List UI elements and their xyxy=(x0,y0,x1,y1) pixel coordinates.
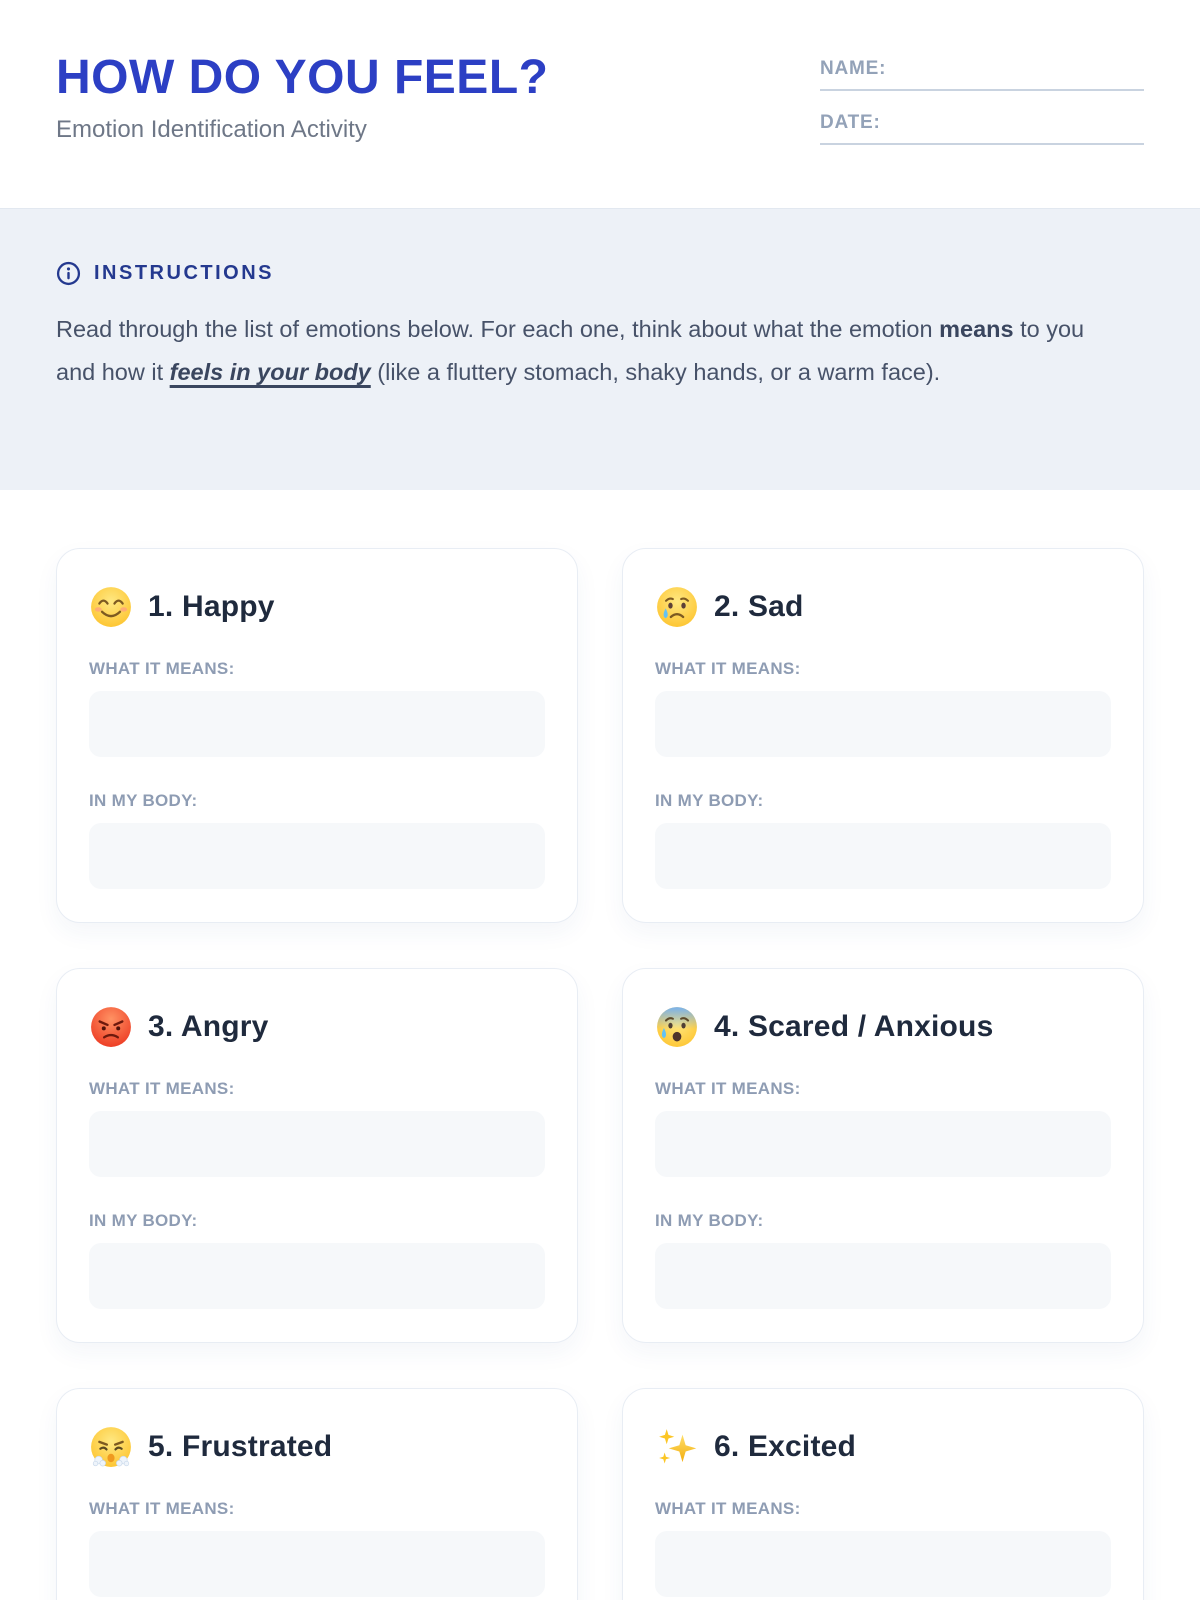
card-title: 3. Angry xyxy=(148,1010,269,1043)
emotion-card-happy: 1. Happy WHAT IT MEANS: IN MY BODY: xyxy=(56,548,578,923)
card-title: 1. Happy xyxy=(148,590,275,623)
steam-nose-face-emoji xyxy=(89,1425,133,1469)
crying-face-emoji xyxy=(655,585,699,629)
worksheet-header: HOW DO YOU FEEL? Emotion Identification … xyxy=(0,0,1200,208)
instructions-text-part3: (like a fluttery stomach, shaky hands, o… xyxy=(370,359,941,385)
what-it-means-input[interactable] xyxy=(89,1111,545,1177)
card-header: 6. Excited xyxy=(655,1423,1111,1471)
in-my-body-input[interactable] xyxy=(655,823,1111,889)
emotion-card-angry: 3. Angry WHAT IT MEANS: IN MY BODY: xyxy=(56,968,578,1343)
in-my-body-label: IN MY BODY: xyxy=(89,791,198,810)
card-title: 2. Sad xyxy=(714,590,804,623)
card-title: 5. Frustrated xyxy=(148,1430,333,1463)
info-icon xyxy=(56,261,81,286)
what-it-means-label: WHAT IT MEANS: xyxy=(655,659,801,678)
sparkles-emoji xyxy=(655,1425,699,1469)
instructions-section: INSTRUCTIONS Read through the list of em… xyxy=(0,208,1200,490)
date-label: DATE: xyxy=(820,112,881,133)
instructions-heading: INSTRUCTIONS xyxy=(94,262,274,284)
angry-face-emoji xyxy=(89,1005,133,1049)
card-title: 4. Scared / Anxious xyxy=(714,1010,994,1043)
what-it-means-input[interactable] xyxy=(89,691,545,757)
what-it-means-input[interactable] xyxy=(655,1111,1111,1177)
name-date-block: NAME: DATE: xyxy=(820,58,1144,166)
name-input-line[interactable] xyxy=(820,89,1144,91)
instructions-text: Read through the list of emotions below.… xyxy=(56,308,1118,394)
smiling-face-emoji xyxy=(89,585,133,629)
page-title: HOW DO YOU FEEL? xyxy=(56,51,549,104)
what-it-means-label: WHAT IT MEANS: xyxy=(89,659,235,678)
emotion-card-sad: 2. Sad WHAT IT MEANS: IN MY BODY: xyxy=(622,548,1144,923)
in-my-body-input[interactable] xyxy=(89,823,545,889)
card-header: 1. Happy xyxy=(89,583,545,631)
card-title: 6. Excited xyxy=(714,1430,857,1463)
card-header: 2. Sad xyxy=(655,583,1111,631)
emotion-cards-grid: 1. Happy WHAT IT MEANS: IN MY BODY: xyxy=(0,490,1200,1600)
emotion-card-scared-anxious: 4. Scared / Anxious WHAT IT MEANS: IN MY… xyxy=(622,968,1144,1343)
what-it-means-label: WHAT IT MEANS: xyxy=(655,1079,801,1098)
name-field-row: NAME: xyxy=(820,58,1144,91)
what-it-means-label: WHAT IT MEANS: xyxy=(655,1499,801,1518)
emotion-card-frustrated: 5. Frustrated WHAT IT MEANS: IN MY BODY: xyxy=(56,1388,578,1600)
what-it-means-label: WHAT IT MEANS: xyxy=(89,1499,235,1518)
in-my-body-label: IN MY BODY: xyxy=(89,1211,198,1230)
instructions-heading-row: INSTRUCTIONS xyxy=(56,261,1144,286)
card-header: 4. Scared / Anxious xyxy=(655,1003,1111,1051)
emotion-card-excited: 6. Excited WHAT IT MEANS: IN MY BODY: xyxy=(622,1388,1144,1600)
in-my-body-input[interactable] xyxy=(89,1243,545,1309)
what-it-means-input[interactable] xyxy=(655,1531,1111,1597)
instructions-text-part2: to you and how it xyxy=(56,316,1085,385)
date-input-line[interactable] xyxy=(820,143,1144,145)
instructions-text-part1: Read through the list of emotions below.… xyxy=(56,316,940,342)
in-my-body-input[interactable] xyxy=(655,1243,1111,1309)
date-field-row: DATE: xyxy=(820,112,1144,145)
name-label: NAME: xyxy=(820,58,887,79)
in-my-body-label: IN MY BODY: xyxy=(655,791,764,810)
instructions-bold-word: means xyxy=(939,316,1014,342)
card-header: 5. Frustrated xyxy=(89,1423,545,1471)
what-it-means-input[interactable] xyxy=(655,691,1111,757)
page-subtitle: Emotion Identification Activity xyxy=(56,116,367,143)
anxious-sweat-face-emoji xyxy=(655,1005,699,1049)
what-it-means-input[interactable] xyxy=(89,1531,545,1597)
what-it-means-label: WHAT IT MEANS: xyxy=(89,1079,235,1098)
in-my-body-label: IN MY BODY: xyxy=(655,1211,764,1230)
instructions-emphasis-phrase: feels in your body xyxy=(169,359,371,385)
card-header: 3. Angry xyxy=(89,1003,545,1051)
